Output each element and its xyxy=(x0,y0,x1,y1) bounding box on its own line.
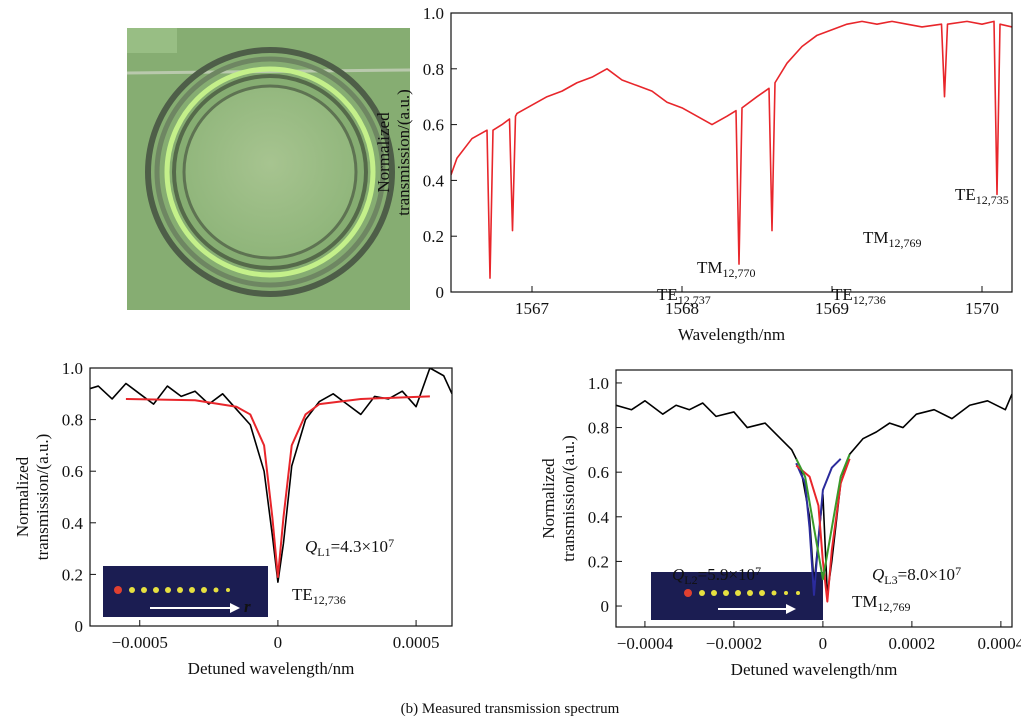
y-tick-label: 0.4 xyxy=(62,514,84,533)
data-line xyxy=(795,458,842,596)
x-tick-label: −0.0004 xyxy=(617,634,674,653)
annotation-part: 12,736 xyxy=(313,593,346,607)
annotation-part: TM xyxy=(852,592,878,611)
data-line xyxy=(795,458,851,603)
x-tick-label: −0.0002 xyxy=(706,634,762,653)
y-axis-label: transmission/(a.u.) xyxy=(394,89,413,216)
annotation: TE12,736 xyxy=(292,585,346,607)
x-tick-label: 1567 xyxy=(515,299,550,318)
y-tick-label: 0.8 xyxy=(588,419,609,438)
annotation-part: 12,737 xyxy=(678,293,711,307)
x-tick-label: −0.0005 xyxy=(112,633,168,652)
annotation-part: L1 xyxy=(317,545,330,559)
x-tick-label: 0.0002 xyxy=(889,634,936,653)
annotation-part: 7 xyxy=(755,564,761,578)
plot-frame xyxy=(450,12,1013,293)
annotation: TM12,769 xyxy=(852,592,911,614)
annotation: QL1=4.3×107 xyxy=(305,536,394,559)
plot-frame xyxy=(89,367,453,627)
y-tick-label: 0.2 xyxy=(588,552,609,571)
y-axis-label: Normalized xyxy=(539,458,558,539)
inset-mode-profile xyxy=(651,572,823,620)
plot-area xyxy=(451,20,1012,279)
annotation-part: TE xyxy=(832,285,853,304)
annotation-part: 7 xyxy=(388,536,394,550)
x-tick-label: 1569 xyxy=(815,299,849,318)
annotation: TM12,770 xyxy=(697,258,756,280)
y-tick-label: 0.2 xyxy=(423,227,444,246)
y-tick-label: 0.8 xyxy=(62,411,83,430)
annotation-part: 12,736 xyxy=(853,293,886,307)
plot-frame xyxy=(615,369,1013,628)
annotation-part: 7 xyxy=(955,564,961,578)
micrograph xyxy=(126,28,411,310)
annotation-part: =4.3×10 xyxy=(331,537,388,556)
plot-area xyxy=(616,393,1012,603)
x-axis-label: Wavelength/nm xyxy=(678,325,785,344)
annotation-part: L2 xyxy=(684,573,697,587)
annotation-part: 12,769 xyxy=(889,236,922,250)
x-tick-label: 0.0005 xyxy=(393,633,440,652)
annotation-part: L3 xyxy=(884,573,897,587)
y-axis-label: Normalized xyxy=(13,456,32,537)
annotation-part: =5.9×10 xyxy=(698,565,755,584)
annotation: TE12,737 xyxy=(657,285,711,307)
inset-label: r xyxy=(244,597,251,616)
y-tick-label: 0.2 xyxy=(62,565,83,584)
annotation-part: 12,769 xyxy=(878,600,911,614)
y-tick-label: 1.0 xyxy=(423,4,444,23)
x-tick-label: 0.0004 xyxy=(978,634,1021,653)
data-line xyxy=(125,395,430,578)
data-line xyxy=(795,453,851,581)
inset-mode-profile xyxy=(103,566,268,617)
y-tick-label: 0 xyxy=(75,617,84,636)
annotation-part: Q xyxy=(872,565,884,584)
data-line xyxy=(451,20,1012,279)
annotation-part: Q xyxy=(305,537,317,556)
y-tick-label: 1.0 xyxy=(588,374,609,393)
x-tick-label: 0 xyxy=(819,634,828,653)
annotation: QL3=8.0×107 xyxy=(872,564,961,587)
y-tick-label: 0.6 xyxy=(588,463,609,482)
annotation-part: TE xyxy=(657,285,678,304)
annotation: TE12,736 xyxy=(832,285,886,307)
x-tick-label: 1568 xyxy=(665,299,699,318)
x-axis-label: Detuned wavelength/nm xyxy=(188,659,355,678)
y-tick-label: 0.8 xyxy=(423,60,444,79)
y-tick-label: 0.6 xyxy=(423,116,444,135)
y-tick-label: 0 xyxy=(436,283,445,302)
annotation-part: TE xyxy=(292,585,313,604)
x-axis-label: Detuned wavelength/nm xyxy=(731,660,898,679)
annotation-part: TM xyxy=(863,228,889,247)
plot-area xyxy=(90,368,452,583)
caption: (b) Measured transmission spectrum xyxy=(401,701,620,717)
annotation: TM12,769 xyxy=(863,228,922,250)
annotation-part: Q xyxy=(672,565,684,584)
y-tick-label: 0.4 xyxy=(588,508,610,527)
annotation: TE12,735 xyxy=(955,185,1009,207)
annotation-part: TE xyxy=(955,185,976,204)
y-axis-label: Normalized xyxy=(374,112,393,193)
y-tick-label: 1.0 xyxy=(62,359,83,378)
annotation-part: =8.0×10 xyxy=(898,565,955,584)
annotation-part: TM xyxy=(697,258,723,277)
annotation-part: 12,770 xyxy=(723,266,756,280)
x-tick-label: 0 xyxy=(274,633,283,652)
annotation: QL2=5.9×107 xyxy=(672,564,761,587)
annotation-part: 12,735 xyxy=(976,193,1009,207)
x-tick-label: 1570 xyxy=(965,299,999,318)
y-tick-label: 0.4 xyxy=(423,171,445,190)
y-axis-label: transmission/(a.u.) xyxy=(559,435,578,562)
y-tick-label: 0 xyxy=(601,597,610,616)
y-tick-label: 0.6 xyxy=(62,462,83,481)
y-axis-label: transmission/(a.u.) xyxy=(33,434,52,561)
